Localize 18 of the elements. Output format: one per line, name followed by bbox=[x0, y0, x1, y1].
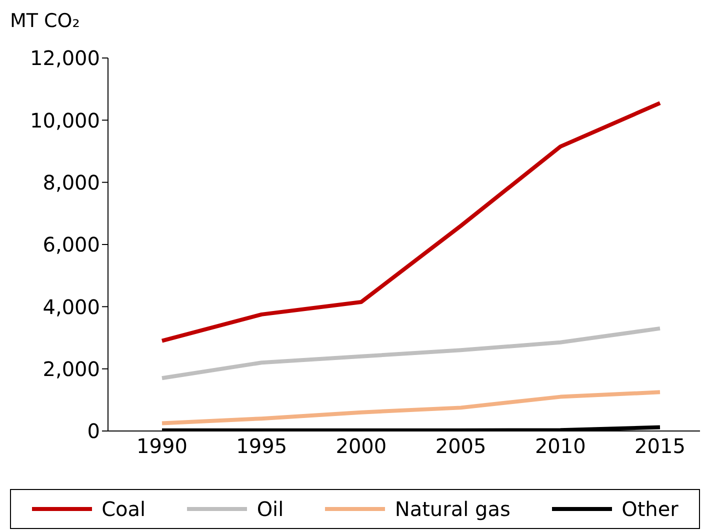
legend-label: Oil bbox=[256, 497, 284, 521]
legend-label: Other bbox=[622, 497, 678, 521]
x-tick-label: 2000 bbox=[336, 434, 387, 458]
legend-label: Natural gas bbox=[394, 497, 510, 521]
y-tick-label: 10,000 bbox=[30, 108, 100, 132]
y-axis-title: MT CO₂ bbox=[10, 10, 80, 32]
y-tick-label: 0 bbox=[87, 419, 100, 444]
x-tick-label: 2015 bbox=[634, 434, 686, 458]
x-tick-label: 1995 bbox=[236, 434, 288, 458]
y-tick-label: 8,000 bbox=[42, 170, 100, 194]
y-tick-label: 4,000 bbox=[42, 294, 100, 319]
legend-label: Coal bbox=[102, 497, 146, 521]
y-tick-label: 12,000 bbox=[30, 46, 100, 70]
x-tick-label: 1990 bbox=[136, 434, 188, 458]
x-tick-label: 2005 bbox=[435, 434, 486, 458]
y-tick-label: 2,000 bbox=[42, 356, 100, 381]
x-tick-label: 2010 bbox=[534, 434, 586, 458]
y-tick-label: 6,000 bbox=[42, 232, 100, 257]
